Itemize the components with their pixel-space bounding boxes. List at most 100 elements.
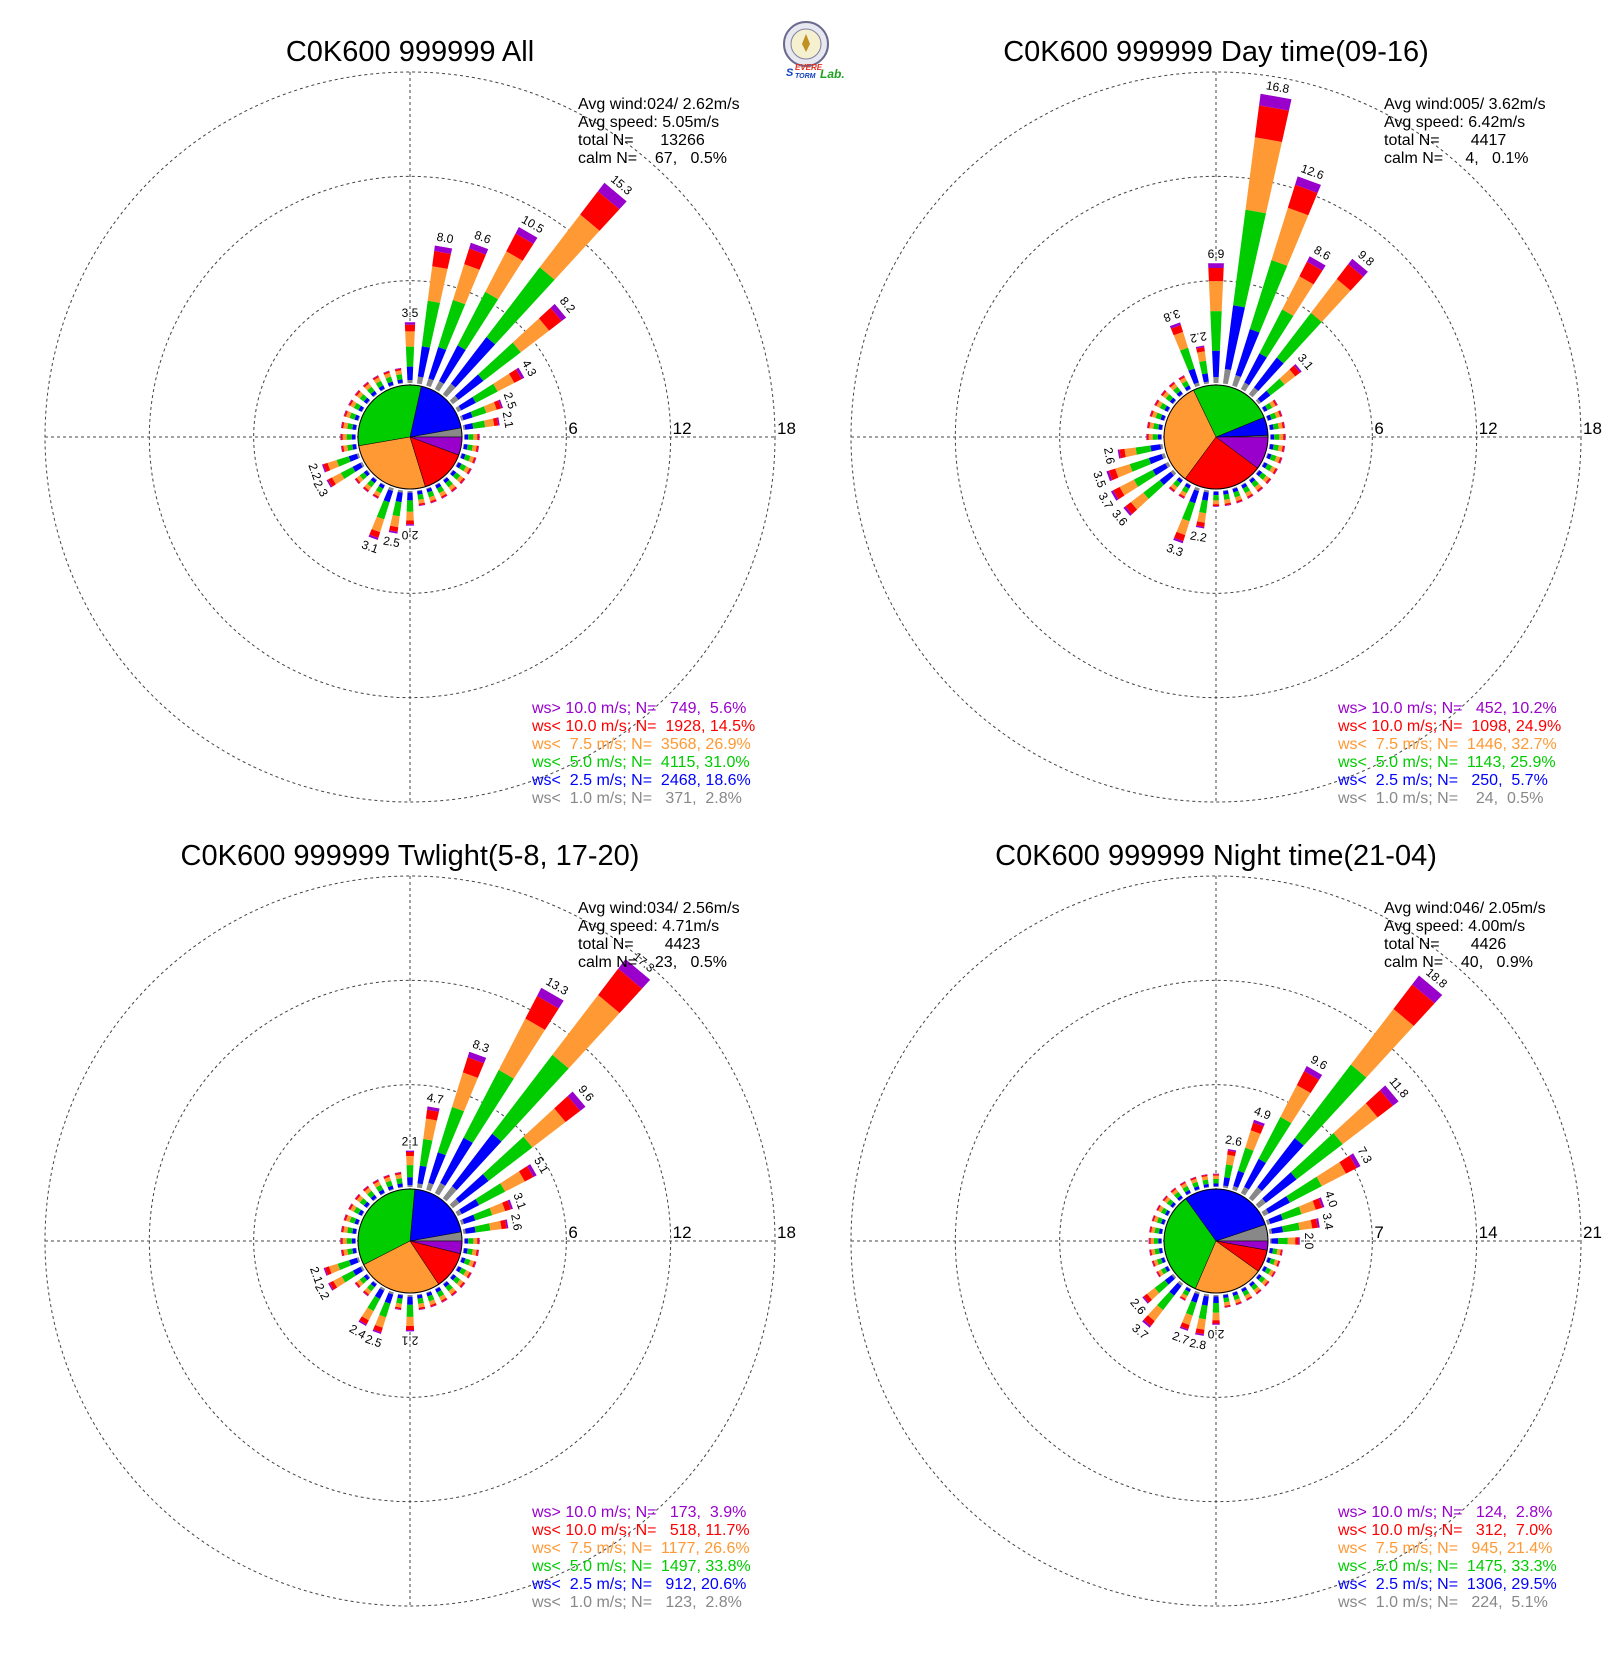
petal-segment bbox=[527, 1164, 537, 1177]
petal-segment bbox=[1161, 434, 1163, 440]
petal-segment bbox=[1242, 1289, 1250, 1297]
petal-segment bbox=[355, 477, 361, 484]
petal-segment bbox=[469, 242, 489, 255]
petal-segment bbox=[475, 1249, 479, 1257]
petal-segment bbox=[1143, 480, 1164, 499]
petal-segment bbox=[1310, 279, 1351, 322]
petal-160 bbox=[426, 486, 437, 504]
petal-segment bbox=[1157, 1269, 1164, 1277]
petal-segment bbox=[598, 968, 643, 1014]
petal-label: 6.9 bbox=[1208, 247, 1225, 261]
petal-segment bbox=[1213, 1183, 1219, 1187]
petal-segment bbox=[347, 1248, 354, 1255]
petal-segment bbox=[1171, 1189, 1179, 1196]
petal-segment bbox=[428, 346, 447, 381]
petal-segment bbox=[406, 520, 414, 525]
petal-segment bbox=[1255, 398, 1262, 405]
petal-140 bbox=[1248, 476, 1264, 493]
chart-title: C0K600 999999 Night time(21-04) bbox=[995, 840, 1437, 872]
petal-segment bbox=[355, 1281, 361, 1288]
petal-segment bbox=[1158, 1228, 1163, 1234]
petal-segment bbox=[363, 486, 370, 492]
petal-segment bbox=[1266, 1257, 1271, 1264]
petal-segment bbox=[395, 370, 402, 376]
petal-segment bbox=[1152, 463, 1168, 476]
legend-entry: ws< 2.5 m/s; N= 1306, 29.5% bbox=[1337, 1576, 1557, 1593]
petal-segment bbox=[1257, 487, 1264, 493]
petal-label: 2.6 bbox=[508, 1213, 525, 1232]
petal-segment bbox=[1212, 1174, 1220, 1176]
petal-segment bbox=[406, 366, 414, 381]
petal-segment bbox=[448, 483, 456, 491]
petal-segment bbox=[1173, 331, 1188, 351]
petal-segment bbox=[1245, 1130, 1261, 1151]
petal-segment bbox=[498, 399, 504, 409]
petal-segment bbox=[1161, 1247, 1164, 1253]
petal-segment bbox=[1265, 453, 1269, 459]
petal-segment bbox=[1265, 402, 1273, 411]
petal-segment bbox=[1172, 1203, 1177, 1209]
pie-outline bbox=[1163, 1188, 1269, 1294]
petal-segment bbox=[1201, 373, 1209, 383]
petal-segment bbox=[1224, 1306, 1231, 1308]
petal-segment bbox=[1155, 412, 1163, 420]
petal-segment bbox=[1266, 378, 1285, 396]
petal-segment bbox=[1208, 281, 1224, 312]
petal-segment bbox=[1235, 1301, 1242, 1305]
petal-segment bbox=[1232, 1290, 1238, 1294]
petal-segment bbox=[416, 376, 424, 385]
petal-segment bbox=[405, 1329, 415, 1332]
petal-segment bbox=[343, 410, 347, 417]
petal-label: 8.0 bbox=[436, 230, 455, 247]
petal-segment bbox=[1213, 1294, 1219, 1297]
petal-label: 2.6 bbox=[1101, 446, 1118, 465]
petal-segment bbox=[459, 1281, 465, 1288]
petal-segment bbox=[1213, 495, 1219, 501]
petal-segment bbox=[364, 1287, 372, 1295]
petal-segment bbox=[1194, 1188, 1200, 1192]
petal-segment bbox=[1261, 1265, 1265, 1271]
petal-segment bbox=[417, 490, 423, 495]
petal-segment bbox=[1150, 410, 1154, 417]
petal-300 bbox=[1154, 399, 1171, 413]
petal-segment bbox=[1333, 1103, 1378, 1145]
petal-segment bbox=[441, 1299, 448, 1303]
petal-label: 2.0 bbox=[1302, 1233, 1316, 1250]
petal-segment bbox=[462, 1247, 465, 1253]
petal-segment bbox=[1208, 267, 1224, 282]
petal-segment bbox=[1161, 425, 1164, 431]
petal-segment bbox=[466, 467, 472, 475]
petal-segment bbox=[1269, 400, 1276, 408]
petal-segment bbox=[1142, 1319, 1152, 1328]
petal-segment bbox=[1173, 537, 1184, 544]
petal-segment bbox=[1178, 375, 1186, 381]
petal-segment bbox=[375, 1314, 387, 1328]
petal-segment bbox=[1269, 412, 1277, 420]
petal-170 bbox=[416, 1293, 426, 1311]
petal-60: 5.1 bbox=[455, 1154, 552, 1217]
petal-segment bbox=[1272, 467, 1278, 475]
petal-segment bbox=[325, 1266, 332, 1276]
petal-60: 4.3 bbox=[455, 357, 540, 413]
petal-segment bbox=[416, 489, 422, 492]
petal-segment bbox=[418, 1308, 426, 1311]
petal-segment bbox=[405, 1150, 415, 1153]
petal-label: 2.1 bbox=[307, 1265, 326, 1286]
petal-segment bbox=[1236, 500, 1243, 504]
petal-270 bbox=[1148, 1237, 1163, 1245]
petal-segment bbox=[372, 375, 379, 379]
legend-entry: ws< 7.5 m/s; N= 1446, 32.7% bbox=[1337, 736, 1557, 753]
petal-segment bbox=[460, 478, 466, 485]
petal-label: 4.7 bbox=[426, 1090, 445, 1107]
petal-190: 2.5 bbox=[382, 489, 404, 550]
petal-segment bbox=[523, 1108, 566, 1148]
petal-segment bbox=[1266, 478, 1272, 485]
petal-segment bbox=[407, 1296, 413, 1305]
petal-segment bbox=[459, 453, 463, 459]
petal-segment bbox=[439, 345, 466, 384]
petal-130 bbox=[1255, 469, 1272, 485]
petal-segment bbox=[394, 1172, 402, 1176]
petal-segment bbox=[1129, 458, 1151, 472]
petal-segment bbox=[462, 443, 465, 449]
range-tick-label: 6 bbox=[1374, 419, 1383, 438]
